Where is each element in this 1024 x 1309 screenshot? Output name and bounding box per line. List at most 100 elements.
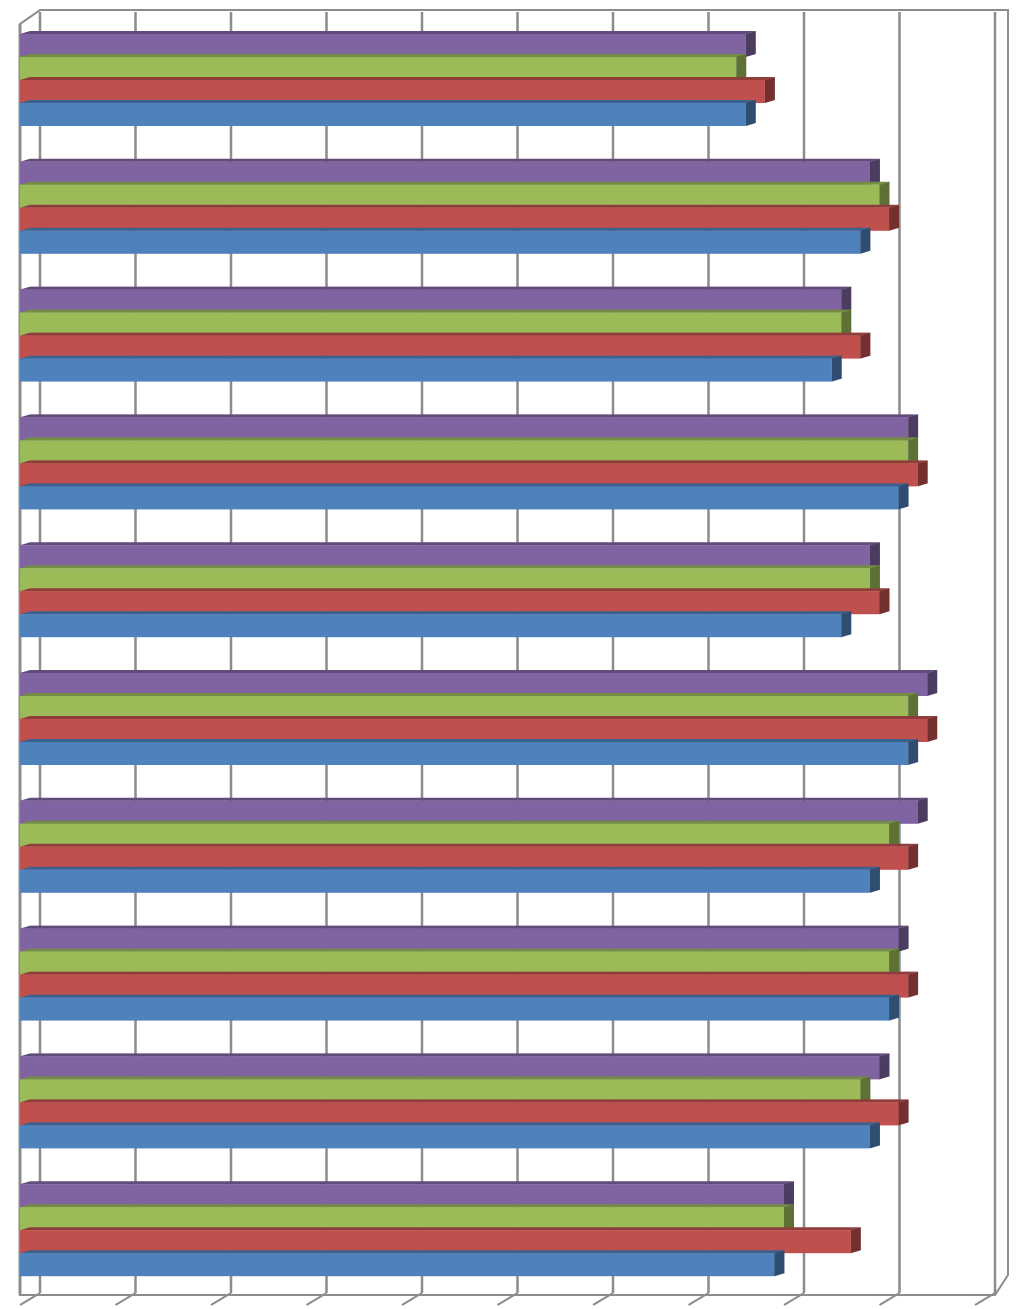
bar-end-cap <box>879 1053 890 1080</box>
bar <box>20 437 919 464</box>
bar-top-face <box>20 54 747 57</box>
bar-front-face <box>20 161 870 185</box>
bar-end-cap <box>908 693 919 719</box>
bar-group-1 <box>20 31 775 126</box>
bar-end-cap <box>736 54 747 80</box>
bar <box>20 693 919 719</box>
bar <box>20 866 880 893</box>
bar-end-cap <box>927 716 938 742</box>
gridline-floor <box>401 1292 423 1306</box>
bar-end-cap <box>889 820 900 847</box>
bar <box>20 227 871 254</box>
bar-top-face <box>20 77 775 80</box>
bar-end-cap <box>774 1250 785 1277</box>
bar <box>20 204 900 231</box>
bar-end-cap <box>869 1122 880 1149</box>
bar <box>20 542 880 569</box>
bar <box>20 797 928 824</box>
bar-top-face <box>20 693 919 696</box>
bar-front-face <box>20 568 870 592</box>
bar-front-face <box>20 312 842 336</box>
bar-end-cap <box>908 843 919 870</box>
bar-end-cap <box>908 971 919 998</box>
bar <box>20 1250 785 1277</box>
bar-end-cap <box>869 565 880 592</box>
gridline-floor <box>592 1292 614 1306</box>
bar-group-4 <box>20 414 928 510</box>
bar-end-cap <box>831 355 842 382</box>
bar-series-group <box>20 31 938 1277</box>
gridline-floor <box>878 1292 901 1306</box>
bar-group-5 <box>20 542 890 638</box>
bar-top-face <box>20 332 871 336</box>
bar <box>20 414 919 441</box>
bar-top-face <box>20 204 900 208</box>
bar-end-cap <box>841 286 852 313</box>
gridline-floor <box>114 1292 137 1306</box>
bar <box>20 994 900 1021</box>
bar-front-face <box>20 335 861 359</box>
bar-end-cap <box>764 77 775 103</box>
bar <box>20 1122 880 1149</box>
bar-top-face <box>20 227 871 231</box>
bar-top-face <box>20 797 928 801</box>
bar <box>20 355 842 382</box>
bar-group-10 <box>20 1181 861 1277</box>
bar-top-face <box>20 1250 785 1254</box>
bar-end-cap <box>841 611 852 638</box>
bar-top-face <box>20 1122 880 1126</box>
bar-front-face <box>20 614 842 638</box>
bar-end-cap <box>860 1076 871 1103</box>
bar-front-face <box>20 869 870 893</box>
bar-top-face <box>20 843 919 847</box>
bar-end-cap <box>879 588 890 615</box>
bar-top-face <box>20 355 842 359</box>
bar-front-face <box>20 1230 851 1254</box>
bar-front-face <box>20 80 765 103</box>
bar-front-face <box>20 545 870 569</box>
bar-end-cap <box>860 227 871 254</box>
bar <box>20 483 909 510</box>
bar <box>20 948 900 975</box>
bar <box>20 670 938 696</box>
bar <box>20 460 928 487</box>
bar <box>20 971 919 998</box>
bar-end-cap <box>917 797 928 824</box>
bar-end-cap <box>860 332 871 359</box>
bar-top-face <box>20 588 890 592</box>
bar-front-face <box>20 184 880 208</box>
bar-top-face <box>20 158 880 162</box>
bar-top-face <box>20 309 852 313</box>
bar <box>20 716 938 742</box>
bar-top-face <box>20 1053 890 1057</box>
bar-top-face <box>20 181 890 185</box>
bar-top-face <box>20 925 909 929</box>
bar <box>20 31 756 57</box>
bar-top-face <box>20 460 928 464</box>
bar-end-cap <box>869 158 880 185</box>
bar-top-face <box>20 565 880 569</box>
bar-front-face <box>20 440 909 464</box>
bar-top-face <box>20 1099 909 1103</box>
bar-group-9 <box>20 1053 909 1149</box>
bar-top-face <box>20 542 880 546</box>
bar-front-face <box>20 230 861 254</box>
bar-front-face <box>20 1207 784 1231</box>
bar-front-face <box>20 417 909 441</box>
bar-front-face <box>20 974 909 998</box>
bar-front-face <box>20 1056 880 1080</box>
bar-group-6 <box>20 670 938 765</box>
bar-front-face <box>20 34 746 57</box>
bar-end-cap <box>889 994 900 1021</box>
bar-end-cap <box>784 1204 794 1231</box>
bar <box>20 1076 871 1103</box>
gridline-floor <box>783 1292 805 1306</box>
gridline-floor <box>210 1292 232 1306</box>
gridline-floor <box>496 1292 519 1306</box>
bar-top-face <box>20 611 852 615</box>
bar <box>20 1204 794 1231</box>
bar-top-face <box>20 1181 794 1185</box>
bar-end-cap <box>869 866 880 893</box>
bar-front-face <box>20 1253 775 1277</box>
